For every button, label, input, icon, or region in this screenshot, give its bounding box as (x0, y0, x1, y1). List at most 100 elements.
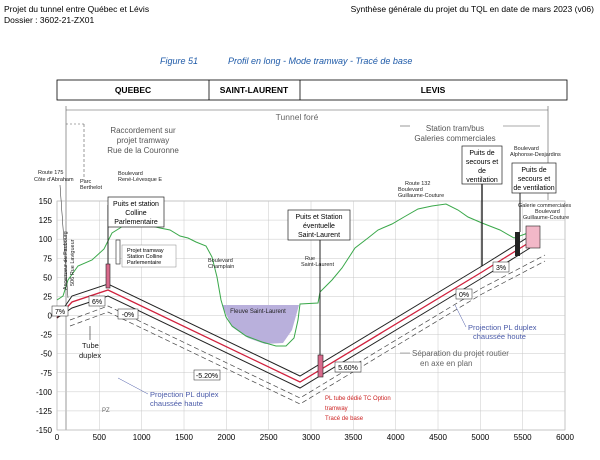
svg-text:Côte d'Abraham: Côte d'Abraham (34, 177, 74, 183)
legend-line-3: Tracé de base (325, 416, 364, 422)
svg-text:secours et: secours et (466, 159, 498, 166)
figure-caption: Profil en long - Mode tramway - Tracé de… (228, 56, 413, 66)
svg-text:Station Colline: Station Colline (127, 254, 162, 260)
svg-text:Puits de: Puits de (469, 150, 494, 157)
svg-text:Puits de: Puits de (521, 167, 546, 174)
x-tick-label: 5000 (471, 433, 489, 442)
svg-text:duplex: duplex (79, 351, 101, 360)
x-tick-label: 500 (93, 433, 107, 442)
puits-secours-box-1: Puits de secours et de ventilation (461, 145, 503, 185)
svg-text:Guillaume-Couture: Guillaume-Couture (398, 193, 444, 199)
separation-label: Séparation du projet routier en axe en p… (412, 349, 509, 368)
svg-text:Station tram/bus: Station tram/bus (426, 124, 484, 133)
svg-text:Galerie commerciales: Galerie commerciales (518, 203, 571, 209)
svg-text:chaussée houte: chaussée houte (473, 332, 526, 341)
document-header-left: Projet du tunnel entre Québec et Lévis D… (4, 4, 149, 26)
projet-tramway-box: Projet tramway Station Colline Parlement… (121, 244, 177, 268)
svg-text:secours et: secours et (518, 176, 550, 183)
svg-text:René-Lévesque E: René-Lévesque E (118, 177, 162, 183)
x-tick-label: 4500 (429, 433, 447, 442)
x-tick-label: 1500 (175, 433, 193, 442)
pz-label: PZ (102, 408, 110, 414)
grade-5: 5.60% (338, 365, 358, 372)
grade-2: 6% (92, 299, 102, 306)
grade-7: 3% (496, 265, 506, 272)
svg-text:ventilation: ventilation (466, 177, 498, 184)
svg-text:Parlementaire: Parlementaire (114, 219, 158, 226)
svg-text:Saint-Laurent: Saint-Laurent (298, 232, 340, 239)
grade-labels: 7% 6% -0% -5.20% 5.60% 0% 3% (51, 261, 510, 381)
fleuve-water (222, 305, 299, 344)
y-tick-label: 125 (39, 216, 53, 225)
svg-text:Rue: Rue (305, 256, 315, 262)
svg-text:Champlain: Champlain (208, 264, 234, 270)
x-tick-label: 6000 (556, 433, 574, 442)
puits-secours-box-2: Puits de secours et de ventilation (511, 162, 557, 194)
legend-line-1: PL tube dédié TC Option (325, 396, 391, 402)
svg-text:Alphonse-Desjardins: Alphonse-Desjardins (510, 152, 561, 158)
sector-levis: LEVIS (421, 85, 446, 95)
street-annotations: Route 175 Côte d'Abraham Parc Berthelot … (34, 146, 571, 270)
legend-red: PL tube dédié TC Option tramway Tracé de… (325, 396, 391, 422)
x-tick-label: 5500 (514, 433, 532, 442)
y-tick-label: 100 (39, 235, 53, 244)
svg-text:Boulevard: Boulevard (118, 171, 143, 177)
svg-text:Route 132: Route 132 (405, 181, 430, 187)
svg-text:en axe en plan: en axe en plan (420, 359, 473, 368)
svg-text:Saint-Laurent: Saint-Laurent (301, 262, 334, 268)
projection-left-label: Projection PL duplex chaussée haute (150, 390, 219, 408)
svg-text:Boulevard: Boulevard (514, 146, 539, 152)
x-axis-ticks: 0 500 1000 1500 2000 2500 3000 3500 4000 4500 5000… (55, 433, 575, 442)
svg-text:Projection PL duplex: Projection PL duplex (468, 323, 537, 332)
svg-text:Boulevard: Boulevard (535, 209, 560, 215)
grade-1: 7% (55, 309, 65, 316)
svg-text:Boulevard: Boulevard (398, 187, 423, 193)
x-tick-label: 2500 (260, 433, 278, 442)
svg-text:Ascenseur du Faubourg: Ascenseur du Faubourg (63, 231, 69, 290)
x-tick-label: 0 (55, 433, 60, 442)
x-tick-label: 3500 (344, 433, 362, 442)
tube-duplex-label: Tube duplex (79, 341, 101, 360)
y-tick-label: 50 (43, 273, 52, 282)
svg-text:Séparation du projet routier: Séparation du projet routier (412, 349, 509, 358)
svg-text:Rue de la Couronne: Rue de la Couronne (107, 146, 179, 155)
svg-text:projet tramway: projet tramway (117, 136, 169, 145)
svg-text:Berthelot: Berthelot (80, 185, 102, 191)
ascenseur-annotation: Ascenseur du Faubourg 506 Rue Lavigueur (63, 231, 76, 290)
svg-text:Galeries commerciales: Galeries commerciales (414, 134, 495, 143)
svg-text:Projection PL duplex: Projection PL duplex (150, 390, 219, 399)
y-axis-ticks: 150 125 100 75 50 25 0 -25 -50 -75 -100 -125 -150 (36, 197, 53, 435)
svg-text:Tube: Tube (82, 341, 99, 350)
x-tick-label: 3000 (302, 433, 320, 442)
puits-colline-box: Puits et station Colline Parlementaire (107, 196, 165, 228)
project-title: Projet du tunnel entre Québec et Lévis (4, 4, 150, 14)
sector-quebec: QUEBEC (115, 85, 151, 95)
grade-4: -5.20% (196, 373, 218, 380)
fleuve-label: Fleuve Saint-Laurent (230, 309, 286, 315)
dossier-number: Dossier : 3602-21-ZX01 (4, 15, 95, 25)
tunnel-fore-label: Tunnel foré (276, 112, 319, 122)
x-tick-label: 4000 (387, 433, 405, 442)
y-tick-label: 75 (43, 254, 52, 263)
svg-text:Parc: Parc (80, 179, 92, 185)
svg-text:de ventilation: de ventilation (513, 185, 554, 192)
station-tram-label: Station tram/bus Galeries commerciales (414, 124, 495, 143)
y-tick-label: -150 (36, 426, 53, 435)
svg-text:Guillaume-Couture: Guillaume-Couture (523, 215, 569, 221)
x-tick-label: 2000 (217, 433, 235, 442)
svg-text:Raccordement sur: Raccordement sur (110, 126, 176, 135)
sector-bar: QUEBEC SAINT-LAURENT LEVIS (56, 79, 568, 101)
puits-saint-laurent-box: Puits et Station éventuelle Saint-Lauren… (287, 209, 351, 241)
svg-text:chaussée haute: chaussée haute (150, 399, 203, 408)
svg-text:Projet tramway: Projet tramway (127, 248, 164, 254)
tunnel-envelope (56, 235, 546, 405)
projection-right-label: Projection PL duplex chaussée houte (468, 323, 537, 341)
x-tick-label: 1000 (133, 433, 151, 442)
y-tick-label: -25 (40, 331, 52, 340)
svg-text:Parlementaire: Parlementaire (127, 260, 161, 266)
figure-number: Figure 51 (160, 56, 199, 66)
y-tick-label: -50 (40, 350, 52, 359)
synthesis-date: Synthèse générale du projet du TQL en da… (350, 4, 594, 14)
y-tick-label: -100 (36, 388, 53, 397)
